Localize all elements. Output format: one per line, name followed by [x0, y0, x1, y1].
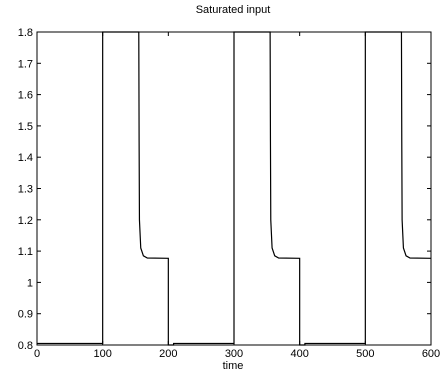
- series-line-saturated-input: [37, 31, 432, 346]
- y-tick-label: 0.8: [18, 340, 33, 352]
- x-tick-label: 600: [422, 348, 440, 360]
- chart-title: Saturated input: [196, 4, 271, 16]
- y-tick-label: 1.8: [18, 27, 33, 39]
- x-tick-label: 100: [93, 348, 111, 360]
- x-axis-label: time: [223, 360, 244, 370]
- y-tick-label: 0.9: [18, 309, 33, 321]
- y-tick-label: 1.6: [18, 90, 33, 102]
- y-axis-ticks: 0.8 0.9 1 1.1 1.2 1.3 1.4 1.5 1.6 1.7 1.8: [18, 27, 431, 352]
- x-tick-label: 400: [290, 348, 308, 360]
- y-tick-label: 1.2: [18, 215, 33, 227]
- y-tick-label: 1: [27, 277, 33, 289]
- y-tick-label: 1.5: [18, 121, 33, 133]
- x-tick-label: 300: [225, 348, 243, 360]
- y-tick-label: 1.3: [18, 184, 33, 196]
- x-tick-label: 0: [34, 348, 40, 360]
- y-tick-label: 1.1: [18, 246, 33, 258]
- x-tick-label: 500: [356, 348, 374, 360]
- y-tick-label: 1.7: [18, 58, 33, 70]
- y-tick-label: 1.4: [18, 152, 33, 164]
- x-tick-label: 200: [159, 348, 177, 360]
